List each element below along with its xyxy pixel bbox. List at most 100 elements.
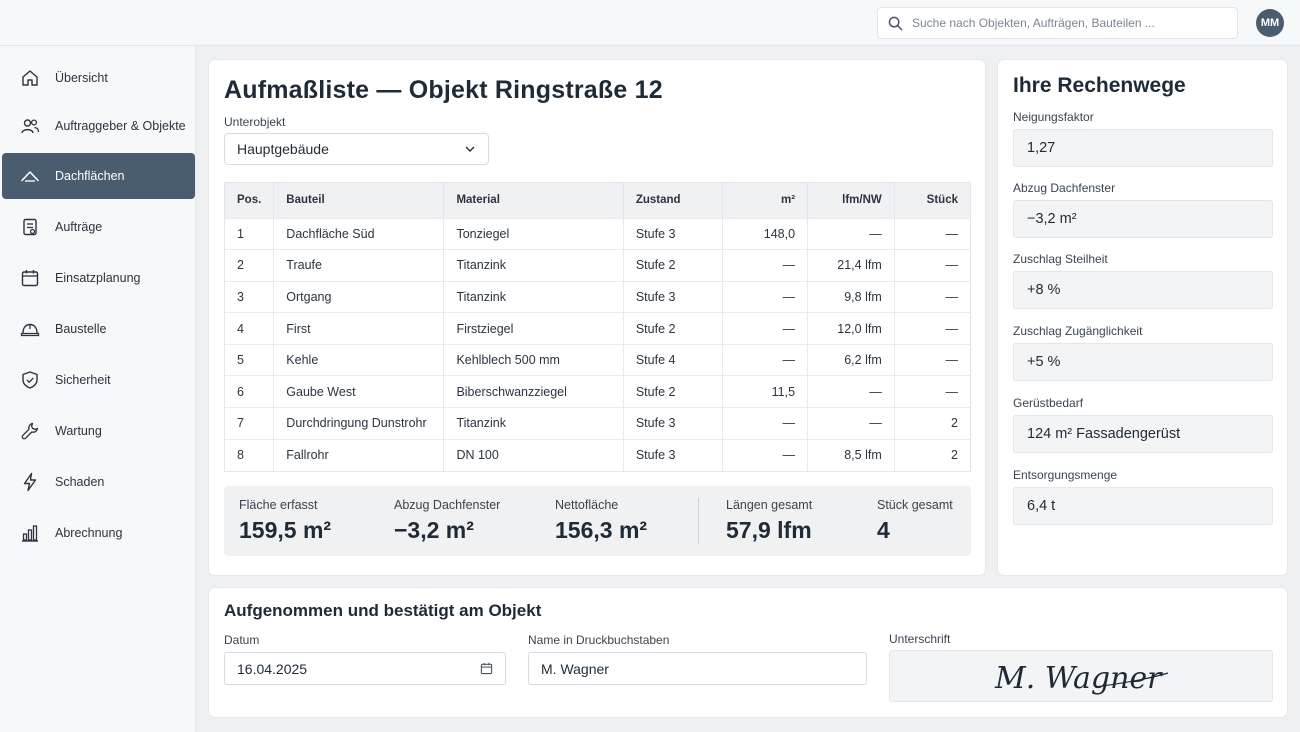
col-header-m2[interactable]: m² [722, 183, 809, 218]
col-header-lfm[interactable]: lfm/NW [807, 183, 895, 218]
summary-label: Nettofläche [555, 498, 619, 512]
cell-zustand: Stufe 3 [623, 217, 724, 250]
table-row[interactable]: 8 Fallrohr DN 100 Stufe 3 — 8,5 lfm 2 [225, 438, 970, 471]
table-row[interactable]: 7 Durchdringung Dunstrohr Titanzink Stuf… [225, 407, 970, 440]
measurement-card: Aufmaßliste — Objekt Ringstraße 12 Unter… [209, 60, 985, 575]
date-value: 16.04.2025 [237, 660, 308, 677]
table-row[interactable]: 5 Kehle Kehlblech 500 mm Stufe 4 — 6,2 l… [225, 343, 970, 376]
sidebar-item-label: Sicherheit [55, 373, 111, 387]
summary-flaeche-erfasst: Fläche erfasst 159,5 m² [239, 498, 331, 544]
calendar-icon[interactable] [480, 662, 493, 675]
cell-stueck: — [894, 249, 970, 282]
entsorgungsmenge-label: Entsorgungsmenge [1013, 468, 1118, 482]
zuschlag-zugaenglichkeit-label: Zuschlag Zugänglichkeit [1013, 324, 1143, 338]
entsorgungsmenge-field[interactable]: 6,4 t [1013, 487, 1273, 525]
cell-material: Biberschwanzziegel [443, 375, 624, 408]
helmet-icon [20, 323, 40, 337]
home-icon [22, 70, 38, 86]
sidebar-item-dachflaechen[interactable]: Dachflächen [2, 153, 195, 199]
cell-lfm: 9,8 lfm [807, 280, 895, 313]
signature-field[interactable]: M. Wagner [889, 650, 1273, 702]
abzug-dachfenster-label: Abzug Dachfenster [1013, 181, 1116, 195]
cell-bauteil: Ortgang [273, 280, 445, 313]
top-bar: MM [0, 0, 1300, 46]
sidebar-item-label: Wartung [55, 424, 102, 438]
cell-stueck: 2 [894, 407, 970, 440]
cell-bauteil: First [273, 312, 445, 345]
sidebar-item-einsatzplanung[interactable]: Einsatzplanung [2, 255, 195, 301]
cell-material: Titanzink [443, 249, 624, 282]
cell-stueck: 2 [894, 438, 970, 471]
cell-lfm: 21,4 lfm [807, 249, 895, 282]
geruestbedarf-label: Gerüstbedarf [1013, 396, 1084, 410]
search-input[interactable] [912, 16, 1222, 30]
zuschlag-steilheit-field[interactable]: +8 % [1013, 271, 1273, 309]
cell-lfm: — [807, 217, 895, 250]
cell-pos: 4 [225, 312, 275, 345]
geruestbedarf-field[interactable]: 124 m² Fassadengerüst [1013, 415, 1273, 453]
summary-label: Längen gesamt [726, 498, 813, 512]
summary-nettoflaeche: Nettofläche 156,3 m² [555, 498, 647, 544]
sidebar-item-baustelle[interactable]: Baustelle [2, 306, 195, 352]
abzug-dachfenster-field[interactable]: −3,2 m² [1013, 200, 1273, 238]
shield-icon [22, 371, 38, 389]
cell-zustand: Stufe 3 [623, 280, 724, 313]
cell-m2: 11,5 [722, 375, 809, 408]
cell-lfm: 8,5 lfm [807, 438, 895, 471]
cell-bauteil: Dachfläche Süd [273, 217, 445, 250]
cell-material: Firstziegel [443, 312, 624, 345]
confirmation-card: Aufgenommen und bestätigt am Objekt Datu… [209, 588, 1287, 717]
signature-label: Unterschrift [889, 632, 951, 646]
cell-m2: — [722, 280, 809, 313]
col-header-pos[interactable]: Pos. [225, 183, 275, 218]
sidebar-item-auftraege[interactable]: Aufträge [2, 204, 195, 250]
sidebar-item-auftraggeber[interactable]: Auftraggeber & Objekte [2, 103, 195, 149]
summary-value: 4 [877, 517, 890, 543]
unterobjekt-select[interactable]: Hauptgebäude [224, 133, 489, 165]
summary-value: −3,2 m² [394, 517, 474, 543]
cell-bauteil: Fallrohr [273, 438, 445, 471]
sidebar: Übersicht Auftraggeber & Objekte Dachflä… [0, 46, 196, 732]
sidebar-item-label: Dachflächen [55, 169, 125, 183]
users-icon [21, 119, 40, 134]
summary-panel: Fläche erfasst 159,5 m² Abzug Dachfenste… [224, 486, 971, 556]
table-row[interactable]: 1 Dachfläche Süd Tonziegel Stufe 3 148,0… [225, 217, 970, 250]
name-field[interactable]: M. Wagner [528, 652, 867, 685]
summary-stueck-gesamt: Stück gesamt 4 [877, 498, 953, 544]
name-value: M. Wagner [541, 660, 609, 677]
signature-text: M. Wagner [994, 661, 1163, 696]
cell-stueck: — [894, 217, 970, 250]
cell-lfm: — [807, 407, 895, 440]
date-field[interactable]: 16.04.2025 [224, 652, 506, 685]
sidebar-item-sicherheit[interactable]: Sicherheit [2, 357, 195, 403]
chevron-down-icon [465, 146, 475, 153]
avatar[interactable]: MM [1256, 9, 1284, 37]
sidebar-item-wartung[interactable]: Wartung [2, 408, 195, 454]
cell-bauteil: Traufe [273, 249, 445, 282]
neigungsfaktor-field[interactable]: 1,27 [1013, 129, 1273, 167]
col-header-stueck[interactable]: Stück [894, 183, 970, 218]
cell-bauteil: Durchdringung Dunstrohr [273, 407, 445, 440]
sidebar-item-label: Abrechnung [55, 526, 123, 540]
cell-zustand: Stufe 3 [623, 438, 724, 471]
unterobjekt-label: Unterobjekt [224, 115, 286, 129]
table-row[interactable]: 6 Gaube West Biberschwanzziegel Stufe 2 … [225, 375, 970, 408]
table-row[interactable]: 4 First Firstziegel Stufe 2 — 12,0 lfm — [225, 312, 970, 345]
table-row[interactable]: 3 Ortgang Titanzink Stufe 3 — 9,8 lfm — [225, 280, 970, 313]
zuschlag-zugaenglichkeit-field[interactable]: +5 % [1013, 343, 1273, 381]
table-header-row: Pos. Bauteil Material Zustand m² lfm/NW … [225, 183, 970, 218]
col-header-bauteil[interactable]: Bauteil [273, 183, 445, 218]
cell-m2: — [722, 438, 809, 471]
search-box[interactable] [877, 7, 1238, 39]
calendar-icon [21, 270, 39, 287]
sidebar-item-uebersicht[interactable]: Übersicht [2, 55, 195, 101]
cell-material: DN 100 [443, 438, 624, 471]
cell-zustand: Stufe 2 [623, 312, 724, 345]
col-header-zustand[interactable]: Zustand [623, 183, 724, 218]
table-row[interactable]: 2 Traufe Titanzink Stufe 2 — 21,4 lfm — [225, 249, 970, 282]
sidebar-item-abrechnung[interactable]: Abrechnung [2, 510, 195, 556]
clipboard-icon [23, 218, 37, 236]
col-header-material[interactable]: Material [443, 183, 624, 218]
lightning-icon [23, 472, 37, 492]
sidebar-item-schaden[interactable]: Schaden [2, 459, 195, 505]
